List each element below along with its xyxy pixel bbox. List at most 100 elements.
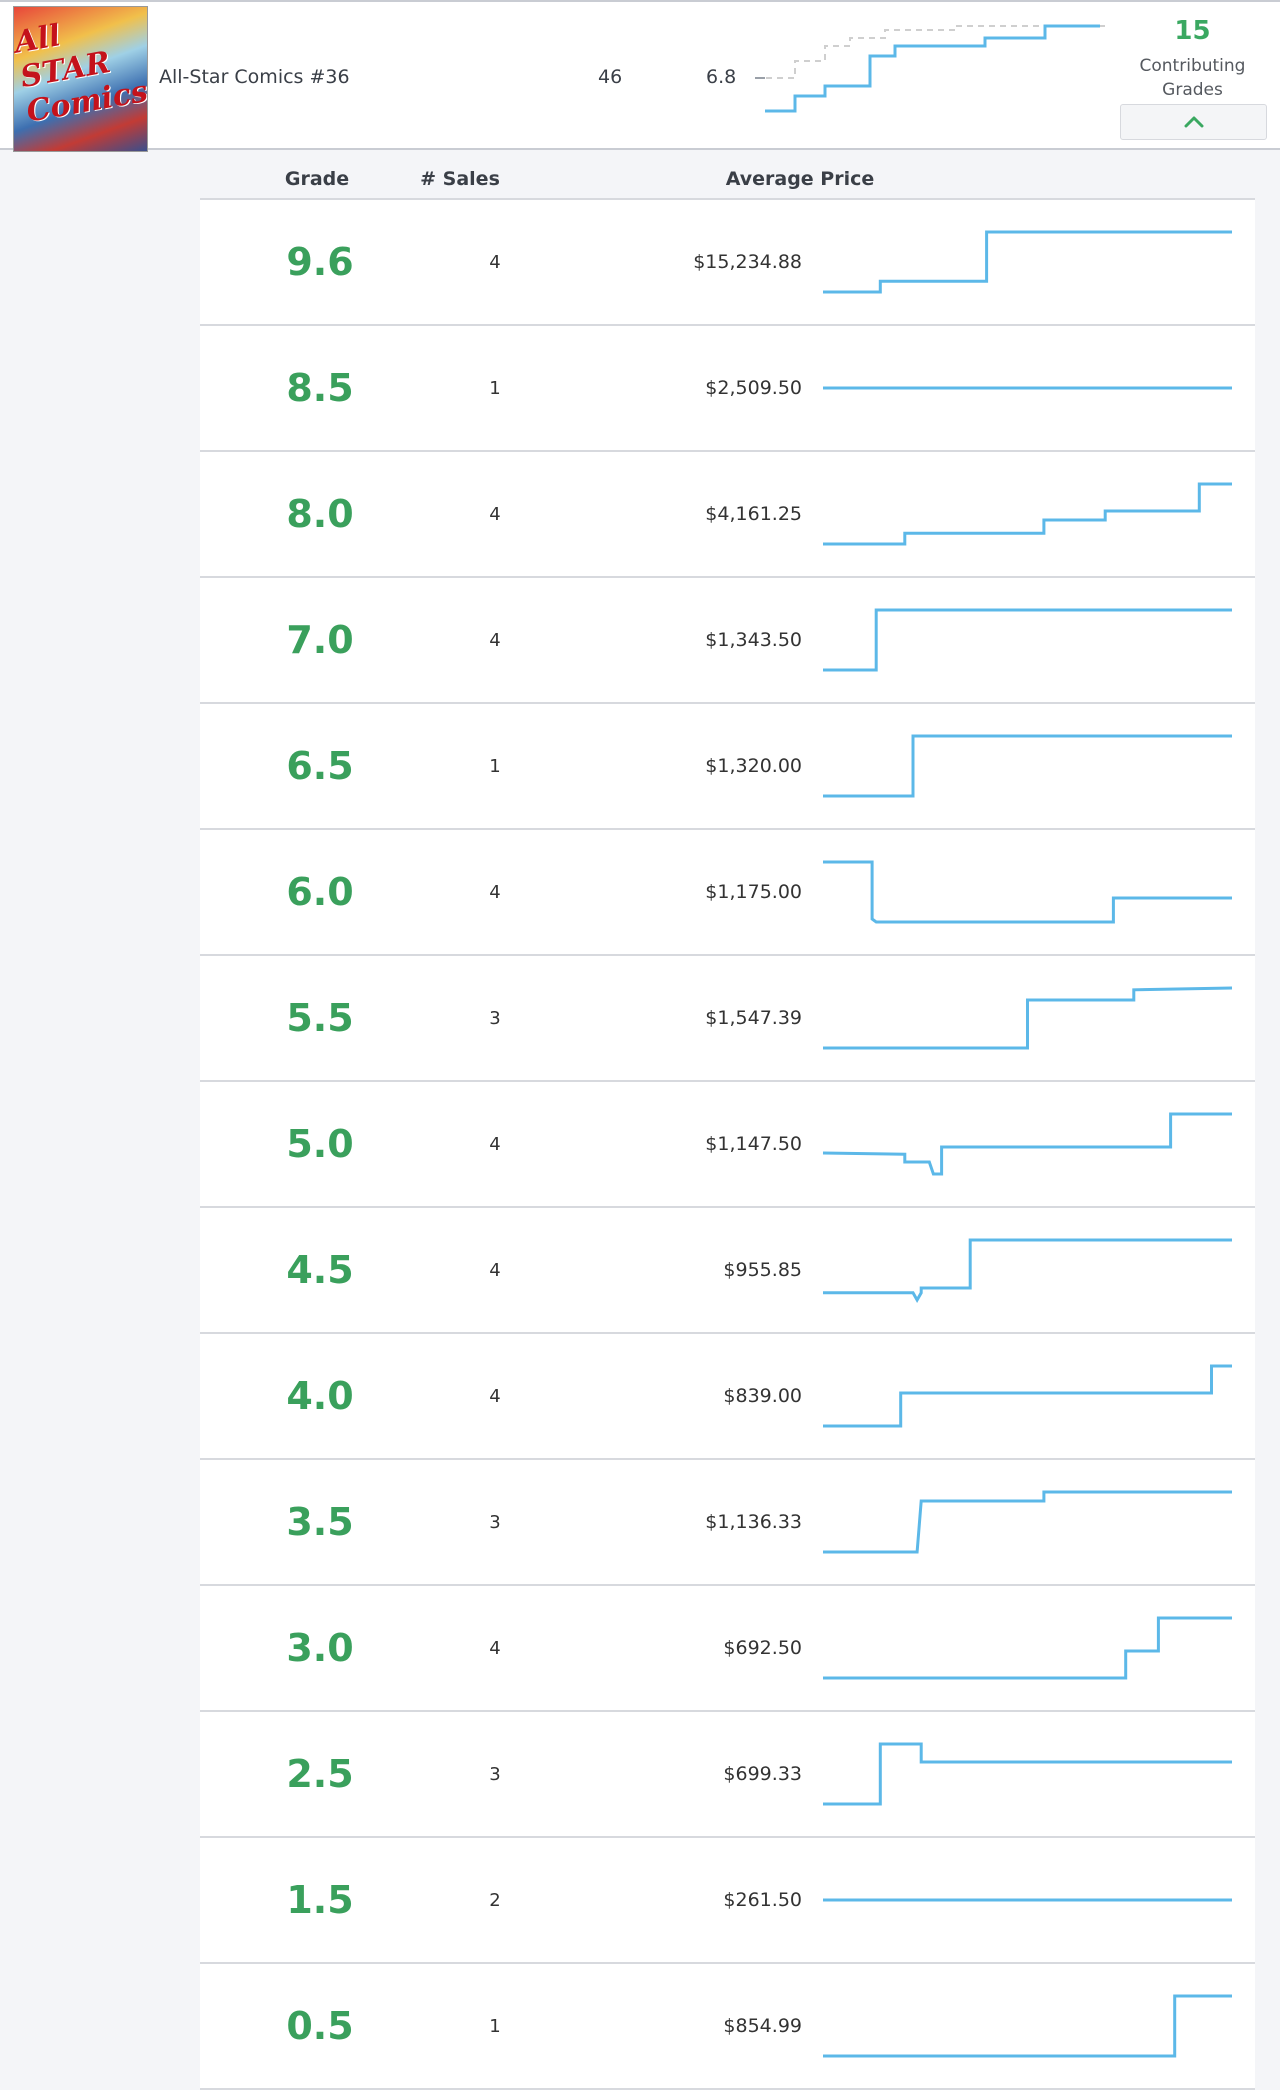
sales-count: 4 (489, 1385, 501, 1407)
sales-count: 4 (489, 503, 501, 525)
column-header-grade: Grade (284, 168, 350, 190)
sales-count: 3 (489, 1007, 501, 1029)
sales-count: 4 (489, 1133, 501, 1155)
grade-row[interactable]: 0.5 1 $854.99 (200, 1964, 1255, 2090)
average-price: $1,147.50 (705, 1133, 802, 1155)
grade-row[interactable]: 9.6 4 $15,234.88 (200, 200, 1255, 326)
summary-trend-chart (755, 24, 1105, 113)
average-price: $692.50 (723, 1637, 802, 1659)
grade-value: 1.5 (286, 1878, 354, 1922)
price-trend-sparkline (823, 482, 1232, 546)
average-price: $854.99 (723, 2015, 802, 2037)
comic-title[interactable]: All-Star Comics #36 (159, 66, 350, 88)
sparkline-path (823, 986, 1233, 1050)
average-price: $15,234.88 (693, 251, 802, 273)
grade-breakdown-table: 9.6 4 $15,234.88 8.5 1 $2,509.50 8.0 4 $4,161.25… (200, 198, 1255, 2090)
price-trend-sparkline (823, 608, 1232, 672)
average-price: $1,343.50 (705, 629, 802, 651)
grade-value: 4.0 (286, 1374, 354, 1418)
grade-value: 2.5 (286, 1752, 354, 1796)
price-trend-sparkline (823, 1616, 1232, 1680)
price-trend-sparkline (823, 734, 1232, 798)
grade-value: 4.5 (286, 1248, 354, 1292)
issue-count: 46 (598, 66, 623, 88)
grade-value: 5.5 (286, 996, 354, 1040)
column-header-average-price: Average Price (725, 168, 875, 190)
grade-row[interactable]: 2.5 3 $699.33 (200, 1712, 1255, 1838)
comic-summary-row: All STAR Comics All-Star Comics #36 46 6… (0, 0, 1280, 152)
sales-count: 4 (489, 1637, 501, 1659)
grade-value: 0.5 (286, 2004, 354, 2048)
grade-row[interactable]: 6.5 1 $1,320.00 (200, 704, 1255, 830)
sparkline-path (823, 1616, 1232, 1680)
contributing-grades-count: 15 (1174, 16, 1211, 46)
average-price: $2,509.50 (705, 377, 802, 399)
price-trend-sparkline (823, 1490, 1232, 1554)
sparkline-path (822, 1112, 1232, 1176)
comic-cover-image[interactable]: All STAR Comics (13, 6, 148, 152)
grade-value: 8.5 (286, 366, 354, 410)
grade-value: 3.5 (286, 1500, 354, 1544)
price-trend-sparkline (823, 1238, 1232, 1304)
price-trend-sparkline (823, 1742, 1232, 1806)
sales-count: 1 (489, 755, 501, 777)
grade-row[interactable]: 4.0 4 $839.00 (200, 1334, 1255, 1460)
average-grade: 6.8 (706, 66, 737, 88)
price-trend-sparkline (823, 860, 1232, 924)
sparkline-path (823, 1238, 1232, 1304)
price-trend-sparkline (823, 230, 1232, 294)
price-trend-sparkline (822, 1112, 1232, 1176)
average-price: $699.33 (723, 1763, 802, 1785)
grade-value: 6.0 (286, 870, 354, 914)
average-price: $1,175.00 (705, 881, 802, 903)
chevron-up-icon (1184, 116, 1203, 128)
price-trend-sparkline (823, 386, 1232, 390)
average-price: $839.00 (723, 1385, 802, 1407)
grade-row[interactable]: 7.0 4 $1,343.50 (200, 578, 1255, 704)
sparkline-path (823, 860, 1232, 924)
summary-reference-line (755, 25, 1105, 79)
grade-row[interactable]: 3.0 4 $692.50 (200, 1586, 1255, 1712)
price-trend-sparkline (823, 1364, 1232, 1428)
average-price: $1,320.00 (705, 755, 802, 777)
sparkline-path (823, 1364, 1232, 1428)
sparkline-path (823, 1994, 1232, 2058)
sales-count: 4 (489, 1259, 501, 1281)
sparkline-path (823, 482, 1232, 546)
grade-value: 7.0 (286, 618, 354, 662)
sales-count: 1 (489, 377, 501, 399)
grade-row[interactable]: 4.5 4 $955.85 (200, 1208, 1255, 1334)
grade-row[interactable]: 3.5 3 $1,136.33 (200, 1460, 1255, 1586)
grade-value: 8.0 (286, 492, 354, 536)
grade-row[interactable]: 8.5 1 $2,509.50 (200, 326, 1255, 452)
grade-row[interactable]: 8.0 4 $4,161.25 (200, 452, 1255, 578)
grade-value: 5.0 (286, 1122, 354, 1166)
grade-value: 6.5 (286, 744, 354, 788)
grade-value: 3.0 (286, 1626, 354, 1670)
average-price: $955.85 (723, 1259, 802, 1281)
average-price: $1,547.39 (705, 1007, 802, 1029)
price-trend-sparkline (823, 1994, 1232, 2058)
price-trend-sparkline (823, 986, 1233, 1050)
summary-trend-line (765, 24, 1100, 113)
sales-count: 2 (489, 1889, 501, 1911)
sparkline-path (823, 734, 1232, 798)
sales-count: 4 (489, 629, 501, 651)
collapse-grades-button[interactable] (1120, 104, 1267, 140)
sales-count: 4 (489, 881, 501, 903)
average-price: $1,136.33 (705, 1511, 802, 1533)
column-header-sales: # Sales (420, 168, 500, 190)
sparkline-path (823, 1742, 1232, 1806)
grade-row[interactable]: 1.5 2 $261.50 (200, 1838, 1255, 1964)
sales-count: 3 (489, 1511, 501, 1533)
cover-logo-text: All STAR Comics (13, 18, 148, 130)
grade-value: 9.6 (286, 240, 354, 284)
sparkline-path (823, 1490, 1232, 1554)
sales-count: 1 (489, 2015, 501, 2037)
sales-count: 3 (489, 1763, 501, 1785)
sparkline-path (823, 230, 1232, 294)
grade-row[interactable]: 5.0 4 $1,147.50 (200, 1082, 1255, 1208)
grade-row[interactable]: 5.5 3 $1,547.39 (200, 956, 1255, 1082)
grade-row[interactable]: 6.0 4 $1,175.00 (200, 830, 1255, 956)
sales-count: 4 (489, 251, 501, 273)
